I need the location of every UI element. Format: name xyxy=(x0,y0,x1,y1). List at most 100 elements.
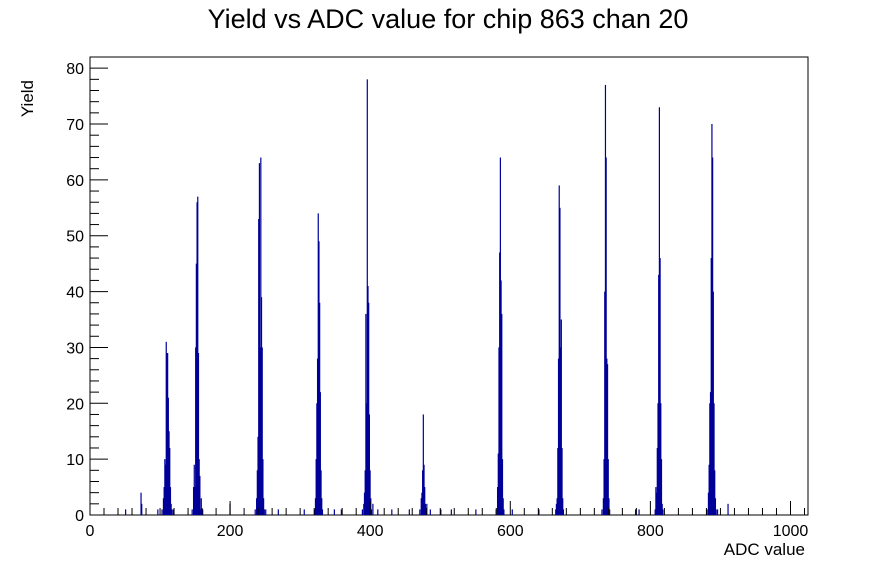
histogram-bar-2 xyxy=(141,503,143,515)
histogram-bar-63 xyxy=(340,509,342,515)
histogram-bar-91 xyxy=(440,509,442,515)
histogram-bar-5 xyxy=(162,498,165,515)
histogram-bar-44 xyxy=(262,459,264,515)
y-tick-label: 20 xyxy=(66,396,84,413)
histogram-bar-25 xyxy=(196,202,198,515)
histogram-bar-26 xyxy=(197,196,199,515)
histogram-bar-95 xyxy=(496,487,499,515)
histogram-bar-28 xyxy=(198,459,200,515)
histogram-bar-9 xyxy=(165,341,167,515)
histogram-bar-88 xyxy=(424,503,427,515)
histogram-bar-43 xyxy=(261,347,263,515)
histogram-bar-110 xyxy=(557,447,559,515)
x-tick-label: 0 xyxy=(86,523,95,540)
histogram-bar-75 xyxy=(370,498,372,515)
histogram-bar-116 xyxy=(561,447,563,515)
histogram-bar-12 xyxy=(167,397,169,515)
histogram-bar-147 xyxy=(709,403,711,515)
histogram-bar-129 xyxy=(609,509,611,515)
histogram-bar-120 xyxy=(602,498,604,515)
y-tick-label: 60 xyxy=(66,173,84,190)
histogram-bar-78 xyxy=(377,509,379,515)
histogram-bar-118 xyxy=(562,509,565,515)
plot-frame xyxy=(89,56,809,516)
y-tick-label: 10 xyxy=(66,452,84,469)
histogram-bar-108 xyxy=(555,503,558,515)
histogram-bar-99 xyxy=(499,157,501,516)
histogram-bar-10 xyxy=(166,353,168,515)
histogram-bar-32 xyxy=(202,509,204,515)
y-axis-label: Yield xyxy=(18,80,37,117)
histogram-bar-125 xyxy=(606,358,608,515)
histogram-bar-37 xyxy=(257,436,259,515)
histogram-bar-85 xyxy=(422,414,424,515)
histogram-bar-42 xyxy=(260,297,263,515)
histogram-bar-27 xyxy=(197,353,200,515)
histogram-bar-111 xyxy=(557,358,560,515)
histogram-bar-64 xyxy=(361,509,363,515)
histogram-bar-143 xyxy=(662,509,664,515)
histogram-bar-101 xyxy=(501,313,503,515)
histogram-bar-45 xyxy=(263,498,265,515)
histogram-bar-74 xyxy=(369,470,371,515)
histogram-bar-89 xyxy=(426,503,428,515)
histogram-bar-70 xyxy=(366,79,368,515)
histogram-bar-153 xyxy=(713,403,715,515)
histogram-bar-4 xyxy=(161,509,163,515)
histogram-bar-109 xyxy=(556,498,558,515)
y-tick-label: 0 xyxy=(75,508,84,525)
histogram-bar-67 xyxy=(364,470,366,515)
histogram-bar-134 xyxy=(655,492,658,515)
histogram-bar-123 xyxy=(604,84,607,516)
histogram-bar-62 xyxy=(333,509,335,515)
histogram-bar-58 xyxy=(319,392,321,515)
x-axis-ticks: 0 200 400 600 800 1000 xyxy=(86,501,808,540)
histogram-bar-30 xyxy=(199,509,202,515)
histogram-bar-77 xyxy=(372,503,374,515)
histogram-bar-81 xyxy=(419,509,421,515)
histogram-bar-103 xyxy=(502,498,504,515)
histogram-bar-20 xyxy=(192,487,195,515)
histogram-bar-107 xyxy=(555,509,557,515)
histogram-bar-14 xyxy=(169,447,171,515)
histogram-bar-8 xyxy=(164,464,167,515)
histogram-bar-105 xyxy=(511,509,513,515)
histogram-bar-34 xyxy=(254,509,256,515)
y-tick-label: 50 xyxy=(66,229,84,246)
y-tick-label: 30 xyxy=(66,340,84,357)
histogram-bar-151 xyxy=(712,157,714,516)
histogram-bar-19 xyxy=(191,509,193,515)
histogram-bar-98 xyxy=(499,252,501,516)
histogram-bar-132 xyxy=(654,509,656,515)
histogram-bar-97 xyxy=(498,347,500,515)
histogram-bar-87 xyxy=(424,487,426,515)
histogram-bar-39 xyxy=(258,163,261,515)
histogram-bar-68 xyxy=(365,313,367,515)
histogram-bar-114 xyxy=(560,347,562,515)
histogram-bar-133 xyxy=(655,487,657,515)
histogram-bar-100 xyxy=(500,280,502,515)
histogram-bar-90 xyxy=(429,509,431,515)
histogram-bar-130 xyxy=(634,509,637,515)
histogram-bar-157 xyxy=(716,509,719,515)
histogram-bar-96 xyxy=(497,453,499,515)
histogram-bar-82 xyxy=(420,498,422,515)
histogram-bar-47 xyxy=(265,509,267,515)
histogram-bar-152 xyxy=(712,291,714,515)
histogram-bar-86 xyxy=(423,464,425,515)
histogram-bar-156 xyxy=(715,509,717,515)
y-tick-label: 40 xyxy=(66,285,84,302)
histogram-bar-141 xyxy=(660,459,663,515)
histogram-bar-137 xyxy=(658,274,660,515)
histogram-bar-41 xyxy=(260,157,262,516)
histogram-bar-119 xyxy=(601,509,603,515)
histogram-bar-124 xyxy=(605,157,607,516)
histogram-bar-115 xyxy=(560,319,562,515)
x-tick-label: 200 xyxy=(217,523,244,540)
histogram-bar-128 xyxy=(608,498,610,515)
histogram-bar-16 xyxy=(170,503,172,515)
histogram-bar-59 xyxy=(320,470,322,515)
x-axis-label: ADC value xyxy=(724,540,805,559)
histogram-bar-61 xyxy=(321,509,324,515)
